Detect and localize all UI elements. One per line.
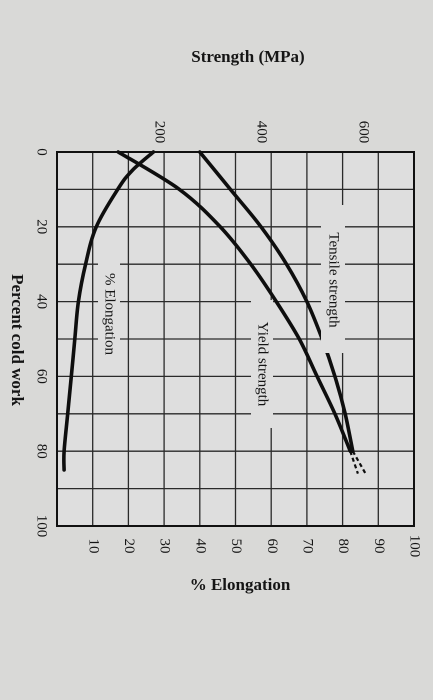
yield-strength-line xyxy=(116,150,353,453)
yield-label-bg xyxy=(251,300,273,428)
elongation-tick-label: 30 xyxy=(157,539,173,554)
x-tick-label: 0 xyxy=(34,148,50,156)
elongation-tick-label: 100 xyxy=(407,535,423,558)
yield-strength-label: Yield strength xyxy=(255,322,271,407)
plot-frame xyxy=(56,151,415,527)
x-tick-label: 60 xyxy=(34,369,50,384)
elongation-tick-label: 20 xyxy=(121,539,137,554)
strength-tick-label: 600 xyxy=(356,121,372,144)
x-tick-label: 40 xyxy=(34,294,50,309)
x-tick-label: 100 xyxy=(34,515,50,538)
elongation-tick-label: 90 xyxy=(371,539,387,554)
elongation-label-bg xyxy=(98,255,120,373)
elongation-tick-label: 80 xyxy=(335,539,351,554)
elongation-line xyxy=(62,150,156,472)
tensile-strength-label: Tensile strength xyxy=(326,232,342,328)
elongation-tick-label: 70 xyxy=(299,539,315,554)
elongation-label: % Elongation xyxy=(102,273,118,356)
tensile-label-bg xyxy=(321,205,345,353)
strength-axis-label: Strength (MPa) xyxy=(191,47,304,66)
x-tick-label: 20 xyxy=(34,219,50,234)
elongation-tick-label: 10 xyxy=(85,539,101,554)
tensile-strength-line xyxy=(198,150,355,453)
yield-strength-extension xyxy=(349,450,359,474)
strength-tick-label: 400 xyxy=(254,121,270,144)
elongation-tick-label: 60 xyxy=(264,539,280,554)
tensile-strength-extension xyxy=(351,450,367,475)
cold-work-axis-label: Percent cold work xyxy=(8,274,27,406)
strength-tick-label: 200 xyxy=(152,121,168,144)
elongation-tick-label: 50 xyxy=(228,539,244,554)
elongation-tick-label: 40 xyxy=(192,539,208,554)
x-tick-label: 80 xyxy=(34,444,50,459)
elongation-axis-label: % Elongation xyxy=(190,575,291,594)
